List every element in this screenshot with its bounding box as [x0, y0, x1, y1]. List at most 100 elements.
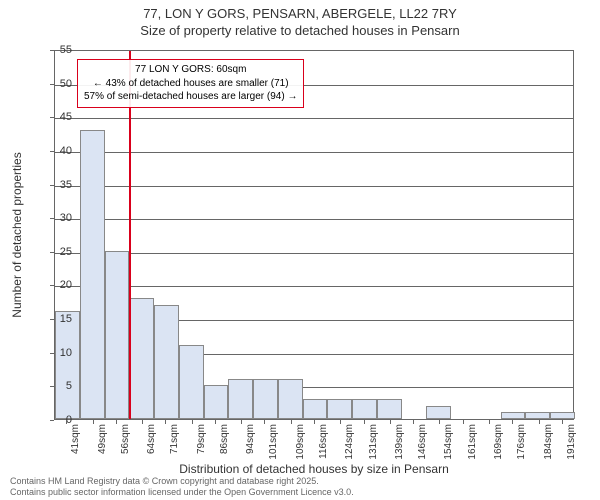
histogram-bar — [80, 130, 105, 419]
histogram-bar — [352, 399, 377, 419]
y-tick-label: 25 — [42, 246, 72, 258]
histogram-bar — [426, 406, 451, 419]
x-tick-label: 184sqm — [543, 424, 554, 460]
x-tick-label: 71sqm — [169, 424, 180, 454]
x-tick-label: 131sqm — [368, 424, 379, 460]
histogram-bar — [278, 379, 303, 419]
x-tick-label: 154sqm — [443, 424, 454, 460]
gridline-horizontal — [55, 253, 573, 254]
x-tick-label: 56sqm — [120, 424, 131, 454]
x-tick-label: 49sqm — [97, 424, 108, 454]
x-tick-mark — [539, 420, 540, 424]
y-tick-label: 10 — [42, 347, 72, 359]
title-line-2: Size of property relative to detached ho… — [140, 23, 459, 38]
x-tick-label: 41sqm — [70, 424, 81, 454]
histogram-bar — [550, 412, 575, 419]
x-tick-mark — [489, 420, 490, 424]
histogram-bar — [501, 412, 526, 419]
x-tick-mark — [66, 420, 67, 424]
property-info-box: 77 LON Y GORS: 60sqm← 43% of detached ho… — [77, 59, 304, 108]
y-tick-mark — [50, 386, 54, 387]
histogram-bar — [55, 311, 80, 419]
histogram-bar — [253, 379, 278, 419]
chart-container: 77, LON Y GORS, PENSARN, ABERGELE, LL22 … — [0, 0, 600, 500]
y-tick-label: 20 — [42, 279, 72, 291]
y-tick-label: 5 — [42, 380, 72, 392]
y-tick-label: 45 — [42, 111, 72, 123]
x-axis-label: Distribution of detached houses by size … — [54, 462, 574, 476]
histogram-bar — [179, 345, 204, 419]
x-tick-label: 161sqm — [467, 424, 478, 460]
x-tick-mark — [340, 420, 341, 424]
x-tick-mark — [314, 420, 315, 424]
x-tick-label: 64sqm — [146, 424, 157, 454]
x-tick-label: 176sqm — [516, 424, 527, 460]
x-tick-label: 146sqm — [417, 424, 428, 460]
y-tick-mark — [50, 185, 54, 186]
histogram-bar — [228, 379, 253, 419]
x-tick-mark — [192, 420, 193, 424]
gridline-horizontal — [55, 186, 573, 187]
y-tick-label: 40 — [42, 145, 72, 157]
y-tick-label: 30 — [42, 212, 72, 224]
x-tick-mark — [463, 420, 464, 424]
y-tick-mark — [50, 252, 54, 253]
x-tick-label: 139sqm — [394, 424, 405, 460]
x-tick-mark — [439, 420, 440, 424]
y-tick-label: 15 — [42, 313, 72, 325]
y-tick-label: 0 — [42, 414, 72, 426]
histogram-bar — [204, 385, 229, 419]
footer-line-1: Contains HM Land Registry data © Crown c… — [10, 476, 319, 486]
histogram-bar — [377, 399, 402, 419]
histogram-bar — [525, 412, 550, 419]
gridline-horizontal — [55, 219, 573, 220]
title-line-1: 77, LON Y GORS, PENSARN, ABERGELE, LL22 … — [143, 6, 457, 21]
histogram-bar — [129, 298, 154, 419]
gridline-horizontal — [55, 286, 573, 287]
y-tick-mark — [50, 285, 54, 286]
x-tick-mark — [413, 420, 414, 424]
footer-line-2: Contains public sector information licen… — [10, 487, 354, 497]
x-tick-label: 94sqm — [245, 424, 256, 454]
x-tick-label: 79sqm — [196, 424, 207, 454]
info-box-line: 57% of semi-detached houses are larger (… — [84, 90, 297, 104]
y-tick-mark — [50, 319, 54, 320]
info-box-line: ← 43% of detached houses are smaller (71… — [84, 77, 297, 91]
x-tick-mark — [241, 420, 242, 424]
footer-attribution: Contains HM Land Registry data © Crown c… — [10, 476, 354, 498]
y-tick-label: 35 — [42, 179, 72, 191]
y-axis-label: Number of detached properties — [10, 152, 24, 317]
x-tick-mark — [264, 420, 265, 424]
x-tick-mark — [291, 420, 292, 424]
gridline-horizontal — [55, 152, 573, 153]
x-tick-mark — [215, 420, 216, 424]
gridline-horizontal — [55, 118, 573, 119]
x-tick-label: 109sqm — [295, 424, 306, 460]
histogram-bar — [105, 251, 130, 419]
chart-title: 77, LON Y GORS, PENSARN, ABERGELE, LL22 … — [0, 0, 600, 40]
x-tick-mark — [116, 420, 117, 424]
histogram-bar — [154, 305, 179, 419]
y-tick-mark — [50, 218, 54, 219]
y-tick-mark — [50, 117, 54, 118]
y-tick-mark — [50, 353, 54, 354]
x-tick-label: 169sqm — [493, 424, 504, 460]
x-tick-mark — [390, 420, 391, 424]
y-tick-mark — [50, 151, 54, 152]
y-tick-label: 55 — [42, 44, 72, 56]
y-tick-mark — [50, 420, 54, 421]
x-tick-mark — [512, 420, 513, 424]
x-tick-label: 116sqm — [318, 424, 329, 459]
x-tick-label: 124sqm — [344, 424, 355, 460]
y-tick-label: 50 — [42, 78, 72, 90]
x-tick-mark — [142, 420, 143, 424]
x-tick-label: 101sqm — [268, 424, 279, 460]
x-tick-mark — [165, 420, 166, 424]
info-box-line: 77 LON Y GORS: 60sqm — [84, 63, 297, 77]
plot-area: 77 LON Y GORS: 60sqm← 43% of detached ho… — [54, 50, 574, 420]
y-tick-mark — [50, 84, 54, 85]
histogram-bar — [327, 399, 352, 419]
x-tick-mark — [364, 420, 365, 424]
y-tick-mark — [50, 50, 54, 51]
x-tick-mark — [93, 420, 94, 424]
